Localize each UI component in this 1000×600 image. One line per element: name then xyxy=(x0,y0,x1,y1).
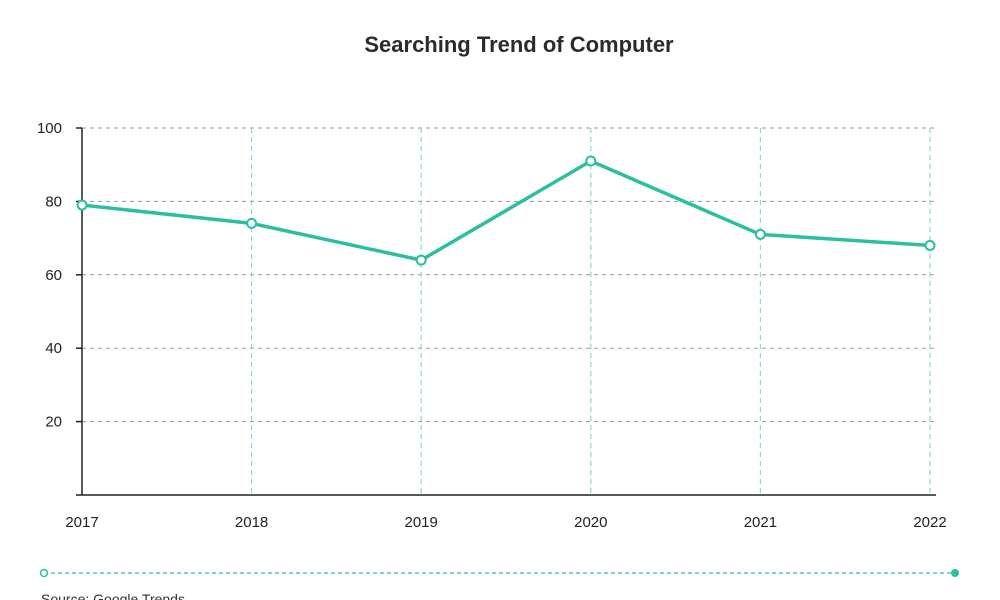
y-tick-label: 80 xyxy=(45,193,62,210)
divider-start-dot xyxy=(39,568,49,578)
data-point xyxy=(585,155,597,167)
series-line xyxy=(80,159,932,262)
tick-labels: 20 40 60 80 100 2017 2018 2019 2020 2021 2022 xyxy=(37,120,947,531)
data-point xyxy=(754,228,766,240)
x-tick-label: 2022 xyxy=(913,514,946,531)
data-point xyxy=(924,239,936,251)
chart-title: Searching Trend of Computer xyxy=(364,32,674,57)
grid-layer xyxy=(82,127,938,495)
x-tick-label: 2017 xyxy=(65,514,98,531)
x-tick-label: 2020 xyxy=(574,514,607,531)
x-tick-label: 2019 xyxy=(405,514,438,531)
y-tick-label: 60 xyxy=(45,267,62,284)
series-layer xyxy=(76,155,936,266)
y-tick-label: 20 xyxy=(45,414,62,431)
x-tick-label: 2021 xyxy=(744,514,777,531)
axes-layer xyxy=(76,127,936,496)
data-point xyxy=(76,199,88,211)
divider-end-dot xyxy=(951,569,959,577)
data-point xyxy=(415,254,427,266)
source-note: Source: Google Trends xyxy=(41,591,185,600)
footer-divider xyxy=(39,568,959,578)
y-tick-label: 100 xyxy=(37,120,62,137)
y-tick-label: 40 xyxy=(45,340,62,357)
data-point xyxy=(246,217,258,229)
x-tick-label: 2018 xyxy=(235,514,268,531)
